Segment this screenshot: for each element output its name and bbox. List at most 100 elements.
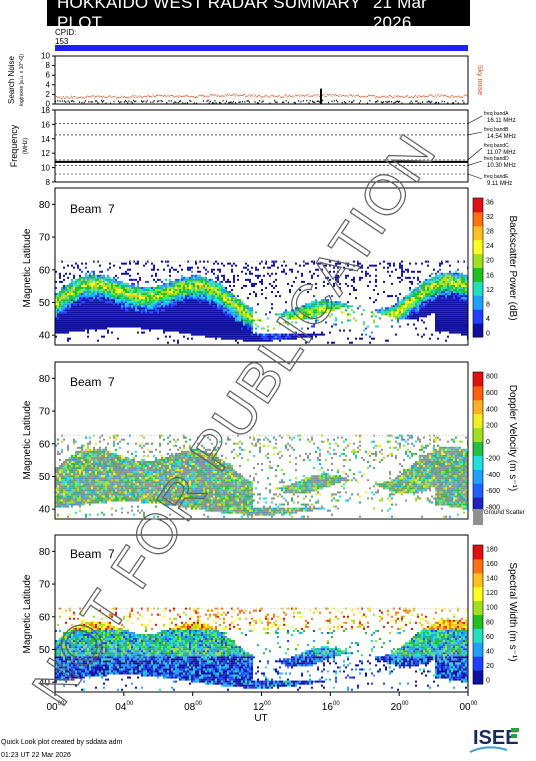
- heatmap-cell: [119, 293, 121, 296]
- heatmap-cell: [433, 291, 435, 294]
- heatmap-cell: [61, 501, 63, 504]
- cpid-value: 153: [55, 37, 69, 46]
- heatmap-cell: [451, 293, 453, 296]
- heatmap-cell: [229, 297, 231, 300]
- heatmap-cell: [321, 313, 323, 316]
- heatmap-cell: [71, 319, 73, 322]
- noise-floor-point: [146, 99, 148, 102]
- heatmap-cell: [65, 463, 67, 466]
- heatmap-cell: [333, 309, 335, 312]
- heatmap-cell: [231, 309, 233, 312]
- heatmap-cell: [259, 337, 261, 340]
- heatmap-cell: [449, 289, 451, 292]
- heatmap-cell: [461, 309, 463, 312]
- heatmap-cell: [153, 323, 155, 326]
- heatmap-cell: [415, 305, 417, 308]
- heatmap-cell: [61, 495, 63, 498]
- heatmap-cell: [257, 317, 259, 320]
- heatmap-cell: [219, 295, 221, 298]
- heatmap-cell: [375, 325, 377, 328]
- heatmap-cell: [459, 293, 461, 296]
- noise-point: [456, 96, 458, 98]
- heatmap-cell: [169, 289, 171, 292]
- heatmap-cell: [55, 501, 57, 504]
- heatmap-cell: [91, 303, 93, 306]
- heatmap-cell: [243, 319, 245, 322]
- heatmap-cell: [57, 319, 59, 322]
- heatmap-cell: [177, 315, 179, 318]
- heatmap-cell: [113, 264, 115, 267]
- heatmap-cell: [133, 295, 135, 298]
- heatmap-cell: [443, 289, 445, 292]
- heatmap-cell: [253, 282, 255, 285]
- heatmap-cell: [455, 301, 457, 304]
- heatmap-cell: [165, 335, 167, 338]
- heatmap-cell: [185, 305, 187, 308]
- heatmap-cell: [285, 315, 287, 318]
- heatmap-cell: [457, 329, 459, 332]
- heatmap-cell: [141, 313, 143, 316]
- heatmap-cell: [135, 313, 137, 316]
- heatmap-cell: [107, 331, 109, 334]
- heatmap-cell: [159, 278, 161, 281]
- noise-floor-point: [241, 100, 243, 103]
- heatmap-cell: [141, 327, 143, 330]
- heatmap-cell: [245, 319, 247, 322]
- heatmap-cell: [249, 333, 251, 336]
- heatmap-cell: [341, 305, 343, 308]
- heatmap-cell: [463, 331, 465, 334]
- heatmap-cell: [463, 303, 465, 306]
- heatmap-cell: [59, 503, 61, 506]
- heatmap-cell: [437, 289, 439, 292]
- heatmap-cell: [63, 321, 65, 324]
- heatmap-cell: [177, 297, 179, 300]
- heatmap-cell: [197, 276, 199, 279]
- heatmap-cell: [117, 305, 119, 308]
- heatmap-cell: [233, 315, 235, 318]
- heatmap-cell: [393, 315, 395, 318]
- noise-point: [146, 95, 148, 97]
- heatmap-cell: [407, 297, 409, 300]
- heatmap-cell: [69, 493, 71, 496]
- heatmap-cell: [209, 327, 211, 330]
- heatmap-cell: [173, 293, 175, 296]
- heatmap-cell: [67, 479, 69, 482]
- noise-point: [384, 95, 386, 97]
- heatmap-cell: [71, 286, 73, 289]
- noise-point: [424, 95, 426, 97]
- heatmap-cell: [227, 309, 229, 312]
- heatmap-cell: [225, 289, 227, 292]
- heatmap-cell: [229, 299, 231, 302]
- heatmap-cell: [437, 293, 439, 296]
- heatmap-cell: [61, 467, 63, 470]
- heatmap-cell: [61, 473, 63, 476]
- heatmap-cell: [161, 315, 163, 318]
- heatmap-cell: [149, 319, 151, 322]
- noise-floor-point: [130, 101, 132, 103]
- heatmap-cell: [165, 329, 167, 332]
- heatmap-cell: [313, 315, 315, 318]
- heatmap-cell: [371, 311, 373, 314]
- heatmap-cell: [117, 276, 119, 279]
- heatmap-cell: [343, 266, 345, 269]
- heatmap-cell: [233, 329, 235, 332]
- noise-point: [134, 97, 136, 99]
- heatmap-cell: [295, 335, 297, 338]
- heatmap-cell: [431, 276, 433, 279]
- noise-floor-point: [113, 100, 115, 103]
- noise-floor-point: [182, 102, 184, 104]
- heatmap-cell: [193, 276, 195, 279]
- heatmap-cell: [221, 297, 223, 300]
- heatmap-cell: [229, 323, 231, 326]
- heatmap-cell: [203, 319, 205, 322]
- heatmap-cell: [205, 309, 207, 312]
- heatmap-cell: [229, 317, 231, 320]
- freq-band-connector: [467, 115, 483, 124]
- heatmap-cell: [433, 301, 435, 304]
- heatmap-cell: [257, 319, 259, 322]
- heatmap-cell: [101, 297, 103, 300]
- heatmap-cell: [251, 337, 253, 340]
- noise-point: [79, 97, 81, 99]
- heatmap-cell: [81, 313, 83, 316]
- heatmap-cell: [439, 272, 441, 275]
